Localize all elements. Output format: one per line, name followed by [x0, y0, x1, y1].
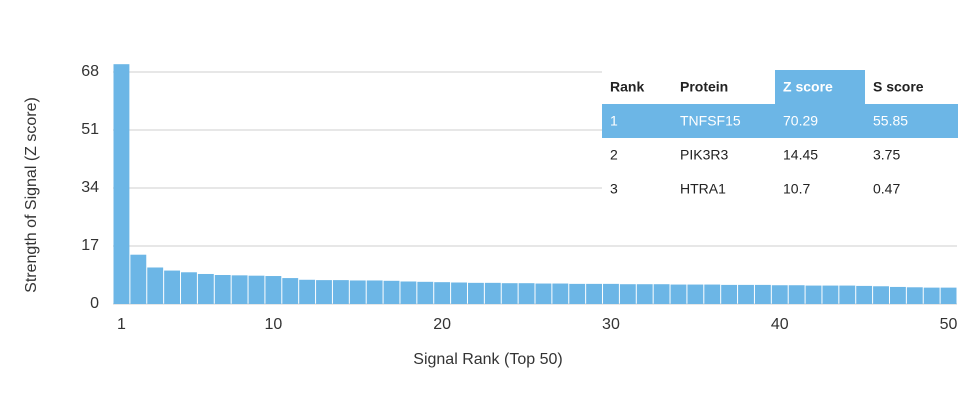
bar — [754, 284, 771, 304]
table-cell: 14.45 — [783, 147, 818, 163]
bar — [197, 273, 214, 304]
x-tick-label: 30 — [602, 316, 620, 333]
table-cell: 0.47 — [873, 181, 900, 197]
bar — [265, 276, 282, 304]
bar — [332, 280, 349, 304]
bar — [484, 282, 501, 304]
bar — [653, 284, 670, 304]
bar — [113, 64, 130, 304]
column-header: Z score — [783, 79, 833, 95]
bar — [299, 279, 316, 304]
table-cell: 2 — [610, 147, 618, 163]
bar — [434, 282, 451, 304]
bar — [467, 282, 484, 304]
x-tick-label: 40 — [771, 316, 789, 333]
table-cell: 70.29 — [783, 113, 818, 129]
column-header: S score — [873, 79, 924, 95]
x-tick-label: 10 — [264, 316, 282, 333]
bar — [687, 284, 704, 304]
bar — [704, 284, 721, 304]
bar — [569, 283, 586, 304]
bar — [451, 282, 467, 304]
bar — [130, 254, 147, 304]
table-cell: TNFSF15 — [680, 113, 741, 129]
x-tick-label: 50 — [940, 316, 958, 333]
y-axis-label: Strength of Signal (Z score) — [23, 97, 40, 293]
table-cell: 1 — [610, 113, 618, 129]
bar — [856, 285, 873, 304]
bar — [906, 287, 923, 304]
bar — [181, 272, 197, 304]
bar — [670, 284, 687, 304]
y-tick-label: 68 — [81, 63, 99, 80]
bar — [535, 283, 552, 304]
bar — [214, 275, 231, 304]
table-cell: 10.7 — [783, 181, 810, 197]
bar — [889, 286, 906, 304]
bar — [366, 280, 383, 304]
y-tick-label: 51 — [81, 121, 99, 138]
bar — [839, 285, 856, 304]
table-cell: HTRA1 — [680, 181, 726, 197]
bar — [383, 280, 400, 304]
bar — [788, 285, 805, 304]
bar — [603, 283, 619, 304]
header-highlight — [775, 70, 865, 104]
bar — [417, 281, 434, 304]
x-axis-label: Signal Rank (Top 50) — [413, 351, 562, 368]
bar — [552, 283, 569, 304]
table-cell: 55.85 — [873, 113, 908, 129]
x-tick-label: 20 — [433, 316, 451, 333]
table-cell: 3.75 — [873, 147, 900, 163]
y-tick-label: 17 — [81, 237, 99, 254]
bar — [518, 283, 535, 304]
bar — [164, 270, 181, 304]
bar — [805, 285, 822, 304]
y-tick-label: 0 — [90, 295, 99, 312]
bar — [349, 280, 366, 304]
bar — [619, 284, 636, 304]
bar — [316, 280, 332, 304]
bar — [248, 275, 265, 304]
bar — [586, 283, 603, 304]
bar — [501, 283, 518, 304]
column-header: Rank — [610, 79, 644, 95]
column-header: Protein — [680, 79, 728, 95]
bar — [738, 284, 754, 304]
table-cell: PIK3R3 — [680, 147, 728, 163]
bar — [400, 281, 417, 304]
bar — [231, 275, 248, 304]
bar — [147, 267, 164, 304]
bar — [282, 278, 299, 304]
table-cell: 3 — [610, 181, 618, 197]
bar — [636, 284, 653, 304]
y-tick-label: 34 — [81, 179, 99, 196]
bar — [923, 287, 940, 304]
bar — [771, 285, 788, 304]
bar — [721, 284, 738, 304]
bar — [822, 285, 839, 304]
bar — [873, 286, 889, 304]
bar — [940, 287, 957, 304]
x-tick-label: 1 — [117, 316, 126, 333]
row-highlight — [602, 104, 958, 138]
